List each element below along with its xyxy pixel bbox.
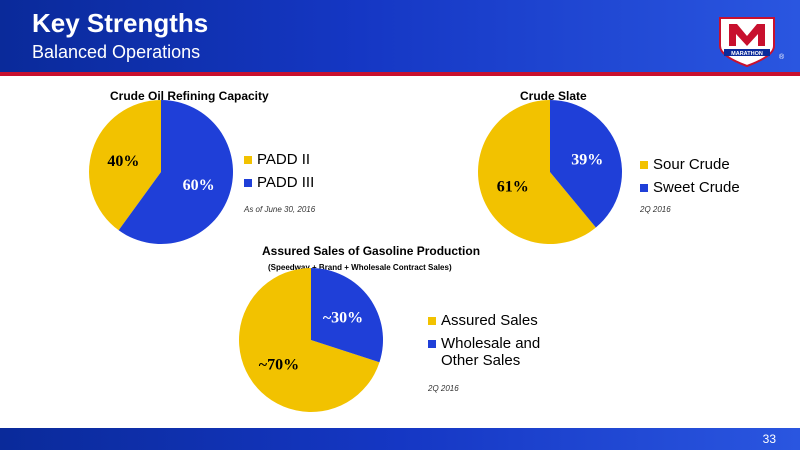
legend-swatch-padd-ii — [244, 156, 252, 164]
page-title: Key Strengths — [32, 8, 209, 38]
slice-label-padd-ii: 40% — [107, 153, 139, 170]
legend-swatch-wholesale-other — [428, 340, 436, 348]
legend-label-sour-crude: Sour Crude — [653, 156, 730, 173]
page-subtitle: Balanced Operations — [32, 42, 201, 62]
slice-label-assured-sales: ~70% — [259, 356, 299, 373]
pie-slice-padd-iii — [118, 100, 234, 245]
pie-slice-sweet-crude — [550, 100, 622, 228]
legend-swatch-padd-iii — [244, 179, 252, 187]
legend-swatch-sour-crude — [640, 161, 648, 169]
legend-swatch-sweet-crude — [640, 184, 648, 192]
legend-item-sour-crude: Sour Crude — [640, 156, 740, 173]
legend-item-wholesale-other: Wholesale and Other Sales — [428, 335, 558, 369]
pie-slice-assured-sales — [239, 268, 380, 412]
header-bar — [0, 0, 800, 72]
legend-item-sweet-crude: Sweet Crude — [640, 179, 740, 196]
page-number: 33 — [762, 432, 776, 446]
legend-item-assured-sales: Assured Sales — [428, 312, 558, 329]
legend-label-padd-iii: PADD III — [257, 174, 315, 191]
slice-label-sweet-crude: 39% — [571, 152, 603, 169]
marathon-logo: MARATHON — [716, 12, 778, 68]
legend-item-padd-iii: PADD III — [244, 174, 314, 191]
slice-label-sour-crude: 61% — [497, 178, 529, 195]
note-assured-sales: 2Q 2016 — [428, 384, 459, 393]
legend-assured-sales: Assured Sales Wholesale and Other Sales — [428, 312, 558, 375]
legend-crude-slate: Sour Crude Sweet Crude — [640, 156, 740, 202]
legend-label-wholesale-other: Wholesale and Other Sales — [441, 335, 541, 369]
legend-item-padd-ii: PADD II — [244, 151, 314, 168]
pie-slice-padd-ii — [89, 100, 161, 231]
chart-title-refining-capacity: Crude Oil Refining Capacity — [110, 89, 269, 103]
chart-title-assured-sales: Assured Sales of Gasoline Production — [262, 244, 481, 258]
pie-slice-wholesale-and-other-sales — [311, 268, 383, 363]
footer-bar: 33 — [0, 428, 800, 450]
logo-text: MARATHON — [731, 51, 763, 57]
chart-title-crude-slate: Crude Slate — [520, 89, 587, 103]
legend-label-assured-sales: Assured Sales — [441, 312, 538, 329]
note-crude-slate: 2Q 2016 — [640, 205, 671, 214]
legend-swatch-assured-sales — [428, 317, 436, 325]
legend-refining-capacity: PADD II PADD III — [244, 151, 314, 197]
pie-slice-sour-crude — [477, 99, 596, 244]
header-divider — [0, 72, 800, 76]
registered-mark: ® — [779, 54, 785, 61]
note-refining-capacity: As of June 30, 2016 — [244, 205, 316, 214]
slice-label-wholesale-and-other-sales: ~30% — [323, 310, 363, 327]
legend-label-sweet-crude: Sweet Crude — [653, 179, 740, 196]
slice-label-padd-iii: 60% — [183, 177, 215, 194]
legend-label-padd-ii: PADD II — [257, 151, 311, 168]
chart-subtitle-assured-sales: (Speedway + Brand + Wholesale Contract S… — [268, 263, 452, 272]
